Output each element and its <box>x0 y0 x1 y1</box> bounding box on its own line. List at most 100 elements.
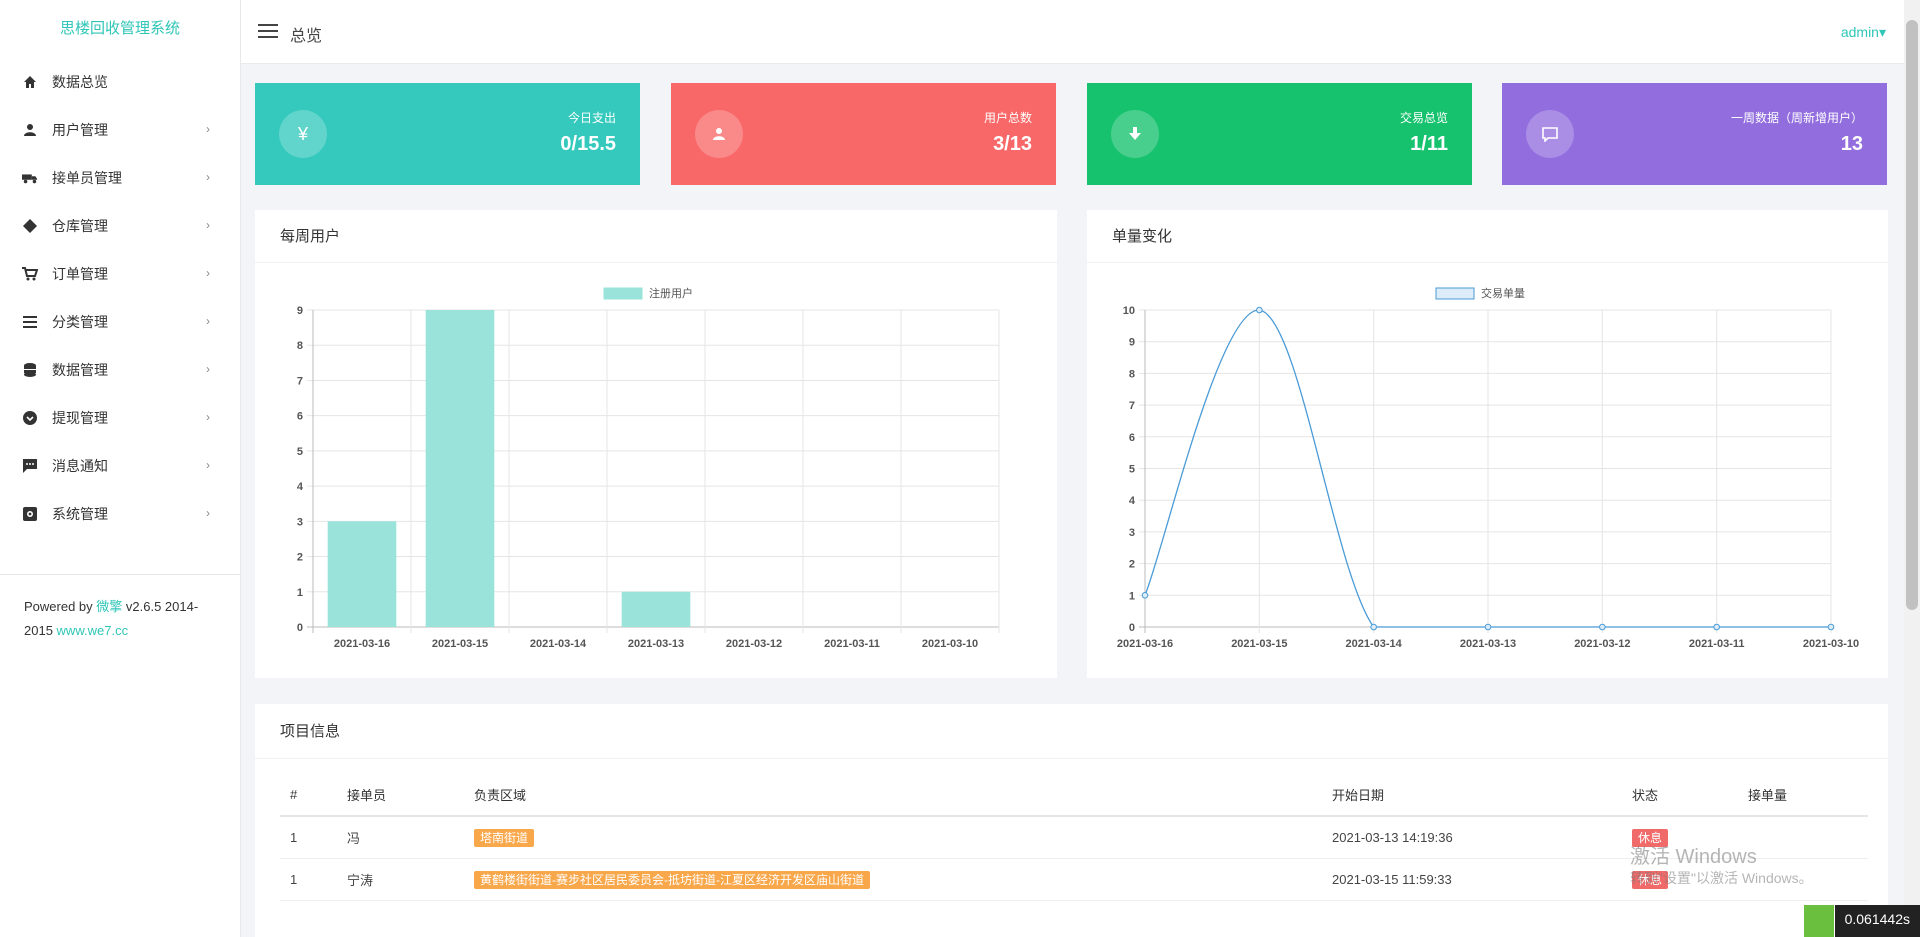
list-icon <box>22 314 38 330</box>
sidebar-item-label: 仓库管理 <box>52 218 108 234</box>
sidebar-item-couriers[interactable]: 接单员管理 › <box>0 154 240 202</box>
sidebar-item-label: 数据总览 <box>52 74 108 90</box>
brand-title[interactable]: 思楼回收管理系统 <box>59 20 180 37</box>
data-point <box>1256 306 1263 314</box>
table-row: 1 冯 塔南街道 2021-03-13 14:19:36 休息 <box>280 816 1868 859</box>
table-row: 1 宁涛 黄鹤楼街街道-赛步社区居民委员会-抵坊街道-江夏区经济开发区庙山街道 … <box>280 858 1868 901</box>
y-tick-label: 3 <box>1129 527 1135 539</box>
bar <box>621 591 691 627</box>
stat-value: 0/15.5 <box>560 133 616 155</box>
sidebar-item-orders[interactable]: 订单管理 › <box>0 250 240 298</box>
cell-index: 1 <box>280 816 337 859</box>
stat-card-transactions: 交易总览 1/11 <box>1087 83 1472 185</box>
sidebar-item-messages[interactable]: 消息通知 › <box>0 442 240 490</box>
y-tick-label: 9 <box>1129 337 1135 349</box>
x-tick-label: 2021-03-16 <box>334 638 390 650</box>
debug-logo-icon[interactable] <box>1804 905 1834 937</box>
sidebar-item-users[interactable]: 用户管理 › <box>0 106 240 154</box>
x-tick-label: 2021-03-13 <box>628 638 684 650</box>
chevron-right-icon: › <box>206 506 210 520</box>
data-point <box>1141 592 1149 599</box>
debug-timer[interactable]: 0.061442s <box>1834 905 1920 937</box>
y-tick-label: 1 <box>1129 590 1135 602</box>
data-point <box>1370 623 1377 631</box>
x-tick-label: 2021-03-10 <box>922 638 978 650</box>
y-tick-label: 7 <box>297 375 303 387</box>
x-tick-label: 2021-03-13 <box>1460 638 1516 650</box>
col-header: 接单员 <box>337 774 464 817</box>
bar <box>327 521 397 627</box>
y-tick-label: 2 <box>297 552 303 564</box>
y-tick-label: 1 <box>297 587 303 599</box>
y-tick-label: 2 <box>1129 559 1135 571</box>
panel-title: 项目信息 <box>255 704 1888 759</box>
top-bar: 总览 admin▾ <box>241 0 1904 64</box>
sidebar-item-data[interactable]: 数据管理 › <box>0 346 240 394</box>
bar-chart: 注册用户 0 1 2 3 4 5 6 7 8 9 2021-03-16 2021-03-15 2021-0… <box>297 286 1000 650</box>
chevron-right-icon: › <box>206 410 210 424</box>
home-icon <box>22 74 38 90</box>
windows-activation-sub: 转到"设置"以激活 Windows。 <box>1630 870 1813 886</box>
cell-area: 黄鹤楼街街道-赛步社区居民委员会-抵坊街道-江夏区经济开发区庙山街道 <box>464 858 1322 901</box>
sidebar-item-warehouse[interactable]: 仓库管理 › <box>0 202 240 250</box>
y-tick-label: 6 <box>1129 432 1135 444</box>
col-header: 接单量 <box>1738 774 1868 817</box>
page-scrollbar[interactable] <box>1904 0 1920 937</box>
powered-brand-link[interactable]: 微擎 <box>96 599 123 614</box>
page-title: 总览 <box>290 28 323 45</box>
gear-icon <box>22 506 38 522</box>
chevron-right-icon: › <box>206 362 210 376</box>
panel-title: 单量变化 <box>1087 210 1888 263</box>
y-tick-label: 6 <box>297 411 303 423</box>
sidebar-item-label: 提现管理 <box>52 410 108 426</box>
chevron-right-icon: › <box>206 122 210 136</box>
col-header: # <box>280 774 337 817</box>
y-tick-label: 0 <box>1129 622 1135 634</box>
chevron-right-icon: › <box>206 458 210 472</box>
y-tick-label: 7 <box>1129 400 1135 412</box>
volume-change-panel: 单量变化 交易单量 0 1 2 3 4 5 6 7 8 9 10 2021-03-16 2021-03-1… <box>1087 210 1888 678</box>
stat-value: 13 <box>1840 133 1863 155</box>
legend-swatch <box>603 287 643 300</box>
line-chart: 交易单量 0 1 2 3 4 5 6 7 8 9 10 2021-03-16 2021-03-15 2021… <box>1117 286 1859 650</box>
sidebar-item-categories[interactable]: 分类管理 › <box>0 298 240 346</box>
sidebar-item-label: 消息通知 <box>52 458 108 474</box>
cell-area: 塔南街道 <box>464 816 1322 859</box>
x-tick-label: 2021-03-15 <box>1231 638 1287 650</box>
y-tick-label: 10 <box>1123 305 1135 317</box>
stat-value: 1/11 <box>1410 133 1448 155</box>
menu-toggle-icon[interactable] <box>258 24 278 38</box>
x-tick-label: 2021-03-10 <box>1803 638 1859 650</box>
sidebar: 思楼回收管理系统 数据总览 用户管理 › 接单员管理 › 仓库管理 <box>0 0 241 937</box>
stat-value: 3/13 <box>993 133 1032 155</box>
sidebar-item-withdraw[interactable]: 提现管理 › <box>0 394 240 442</box>
sidebar-item-label: 用户管理 <box>52 122 108 138</box>
sidebar-item-system[interactable]: 系统管理 › <box>0 490 240 538</box>
chevron-right-icon: › <box>206 266 210 280</box>
cart-icon <box>22 266 38 282</box>
data-point <box>1599 623 1606 631</box>
sidebar-item-overview[interactable]: 数据总览 <box>0 58 240 106</box>
scrollbar-thumb[interactable] <box>1906 20 1918 610</box>
powered-site-link[interactable]: www.we7.cc <box>56 623 129 638</box>
y-tick-label: 9 <box>297 305 303 317</box>
sidebar-divider <box>0 574 240 575</box>
sidebar-item-label: 系统管理 <box>52 506 108 522</box>
sidebar-item-label: 分类管理 <box>52 314 108 330</box>
y-tick-label: 5 <box>1129 464 1135 476</box>
col-header: 负责区域 <box>464 774 1322 817</box>
user-menu[interactable]: admin▾ <box>1840 24 1886 40</box>
y-tick-label: 8 <box>297 340 303 352</box>
stat-label: 一周数据（周新增用户） <box>1730 111 1863 125</box>
diamond-icon <box>22 218 38 234</box>
x-tick-label: 2021-03-16 <box>1117 638 1173 650</box>
chevron-circle-icon <box>22 410 38 426</box>
stat-label: 今日支出 <box>567 111 616 125</box>
cell-volume <box>1738 858 1868 901</box>
x-tick-label: 2021-03-12 <box>726 638 782 650</box>
weekly-users-panel: 每周用户 注册用户 0 1 2 3 4 5 6 7 8 9 2021-03-16 2021-03-15 2… <box>255 210 1057 678</box>
y-tick-label: 3 <box>297 516 303 528</box>
download-icon <box>1111 110 1159 158</box>
status-badge: 休息 <box>1632 828 1669 847</box>
data-point <box>1713 623 1720 631</box>
